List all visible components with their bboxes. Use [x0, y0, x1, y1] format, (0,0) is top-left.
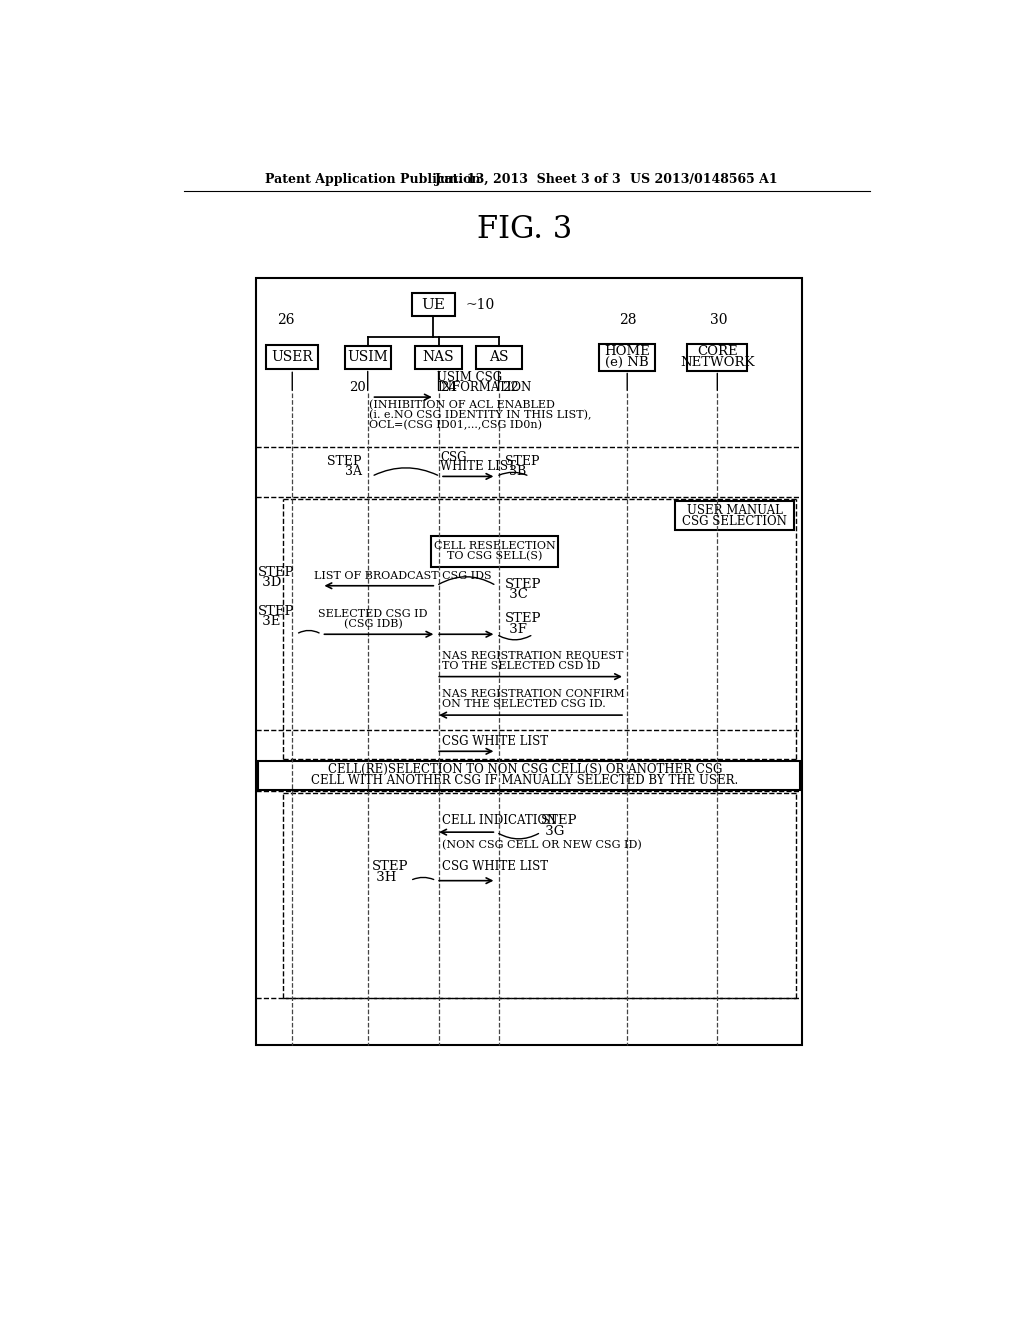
Text: (CSG IDB): (CSG IDB) — [344, 619, 402, 630]
Text: 22: 22 — [503, 381, 519, 395]
Text: (INHIBITION OF ACL ENABLED: (INHIBITION OF ACL ENABLED — [370, 400, 555, 411]
Text: 3F: 3F — [505, 623, 526, 636]
Text: 3B: 3B — [505, 465, 526, 478]
Text: 30: 30 — [710, 313, 727, 327]
Text: STEP: STEP — [258, 605, 294, 618]
Text: CSG WHITE LIST: CSG WHITE LIST — [442, 735, 549, 748]
Text: 3C: 3C — [505, 589, 527, 602]
Bar — [431, 536, 558, 566]
Text: USIM CSG: USIM CSG — [437, 371, 502, 384]
Text: CSG WHITE LIST: CSG WHITE LIST — [442, 861, 549, 874]
Text: NAS REGISTRATION CONFIRM: NAS REGISTRATION CONFIRM — [442, 689, 626, 700]
Bar — [599, 343, 655, 371]
Text: WHITE LIST: WHITE LIST — [440, 459, 516, 473]
Text: CELL(RE)SELECTION TO NON CSG CELL(S) OR ANOTHER CSG: CELL(RE)SELECTION TO NON CSG CELL(S) OR … — [328, 763, 722, 776]
Text: STEP: STEP — [372, 861, 409, 874]
Text: AS: AS — [488, 350, 508, 364]
Text: NETWORK: NETWORK — [680, 356, 755, 370]
Text: 24: 24 — [440, 381, 457, 395]
Text: CORE: CORE — [697, 345, 737, 358]
Text: CELL WITH ANOTHER CSG IF MANUALLY SELECTED BY THE USER.: CELL WITH ANOTHER CSG IF MANUALLY SELECT… — [311, 774, 738, 787]
Text: STEP: STEP — [258, 566, 294, 579]
Text: TO THE SELECTED CSD ID: TO THE SELECTED CSD ID — [442, 661, 601, 671]
Text: USER MANUAL: USER MANUAL — [687, 504, 782, 517]
Text: STEP: STEP — [505, 611, 542, 624]
Text: (NON CSG CELL OR NEW CSG ID): (NON CSG CELL OR NEW CSG ID) — [442, 840, 642, 850]
Bar — [675, 502, 795, 531]
Text: 3E: 3E — [258, 615, 280, 628]
Text: NAS: NAS — [423, 350, 455, 364]
Bar — [475, 346, 521, 368]
Text: CSG: CSG — [440, 450, 467, 463]
Text: LIST OF BROADCAST CSG IDS: LIST OF BROADCAST CSG IDS — [314, 570, 492, 581]
Bar — [416, 346, 462, 368]
Text: STEP: STEP — [541, 814, 578, 828]
Text: CELL RESELECTION: CELL RESELECTION — [433, 541, 555, 550]
Text: CSG SELECTION: CSG SELECTION — [682, 515, 787, 528]
Text: 28: 28 — [620, 313, 637, 327]
Bar — [266, 345, 318, 370]
Text: OCL=(CSG ID01,...,CSG ID0n): OCL=(CSG ID01,...,CSG ID0n) — [370, 420, 543, 430]
Text: UE: UE — [421, 298, 445, 312]
Text: 26: 26 — [276, 313, 294, 327]
Text: STEP: STEP — [505, 455, 540, 469]
Text: STEP: STEP — [327, 455, 361, 469]
Text: SELECTED CSG ID: SELECTED CSG ID — [318, 610, 428, 619]
Text: INFORMATION: INFORMATION — [437, 380, 531, 393]
Text: STEP: STEP — [505, 578, 542, 591]
Text: USIM: USIM — [347, 350, 388, 364]
Text: 20: 20 — [349, 381, 367, 395]
Text: HOME: HOME — [604, 345, 650, 358]
Text: Jun. 13, 2013  Sheet 3 of 3: Jun. 13, 2013 Sheet 3 of 3 — [435, 173, 622, 186]
Text: USER: USER — [271, 350, 313, 364]
Text: Patent Application Publication: Patent Application Publication — [265, 173, 481, 186]
Text: FIG. 3: FIG. 3 — [477, 214, 572, 244]
Text: 3A: 3A — [341, 465, 361, 478]
Text: 3G: 3G — [541, 825, 564, 838]
Text: ~10: ~10 — [466, 298, 495, 312]
Text: (i. e.NO CSG IDENTITY IN THIS LIST),: (i. e.NO CSG IDENTITY IN THIS LIST), — [370, 409, 592, 420]
Text: ON THE SELECTED CSG ID.: ON THE SELECTED CSG ID. — [442, 700, 606, 709]
Text: 3H: 3H — [372, 871, 396, 884]
Bar — [258, 760, 801, 789]
Text: TO CSG SELL(S): TO CSG SELL(S) — [446, 552, 542, 561]
Text: 3D: 3D — [258, 576, 281, 589]
Text: (e) NB: (e) NB — [605, 356, 649, 370]
Bar — [345, 346, 391, 368]
Text: CELL INDICATION: CELL INDICATION — [442, 814, 558, 828]
Text: US 2013/0148565 A1: US 2013/0148565 A1 — [630, 173, 777, 186]
Bar — [256, 277, 802, 1045]
Bar — [687, 343, 748, 371]
Text: NAS REGISTRATION REQUEST: NAS REGISTRATION REQUEST — [442, 651, 624, 661]
Bar — [412, 293, 455, 317]
